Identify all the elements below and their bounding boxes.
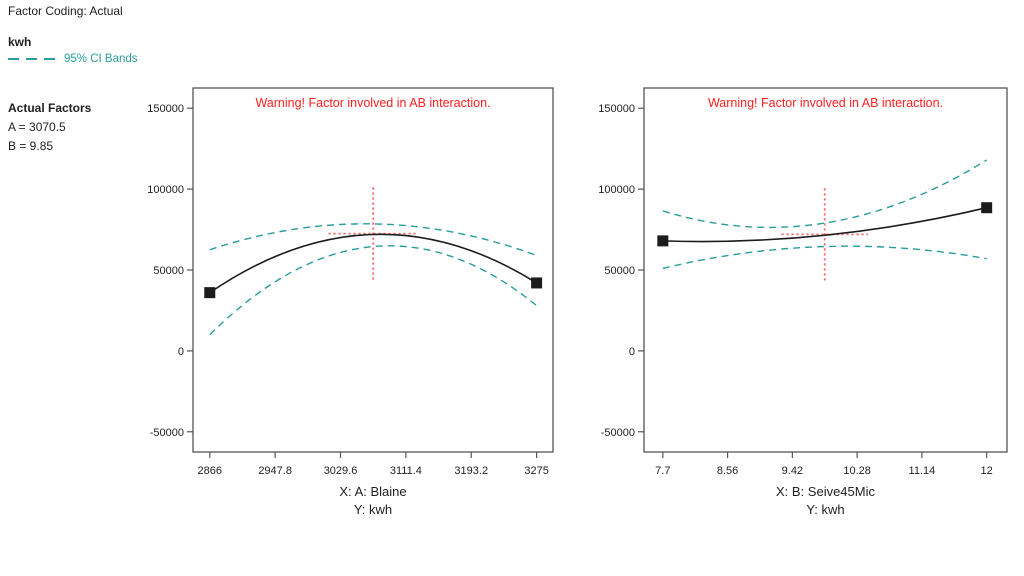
- factor-a-value: A = 3070.5: [8, 120, 66, 134]
- x-tick-label: 7.7: [655, 465, 670, 477]
- factor-coding-label: Factor Coding: Actual: [8, 4, 123, 18]
- design-point: [204, 287, 216, 299]
- one-factor-plot-blaine: 2866 2947.8 3029.6 3111.4 3193.2 3275 150000 10…: [147, 87, 554, 517]
- y-axis-title: Y: kwh: [806, 502, 844, 517]
- design-point: [981, 202, 993, 214]
- response-name: kwh: [8, 35, 32, 49]
- x-axis-title: X: A: Blaine: [339, 484, 406, 499]
- x-tick-label: 9.42: [782, 465, 803, 477]
- x-tick-label: 3029.6: [324, 465, 358, 477]
- y-tick-label: -50000: [601, 427, 635, 439]
- y-tick-label: -50000: [150, 427, 184, 439]
- x-tick-label: 3111.4: [390, 465, 422, 477]
- factor-b-value: B = 9.85: [8, 139, 54, 153]
- design-point: [531, 277, 543, 289]
- x-tick-label: 11.14: [909, 465, 936, 477]
- mean-curve: [662, 206, 987, 243]
- x-tick-label: 2866: [198, 465, 222, 477]
- ci-dash-sample-icon: [26, 58, 37, 60]
- x-tick-label: 3193.2: [454, 465, 488, 477]
- y-tick-label: 50000: [153, 265, 184, 277]
- actual-factors-block: Actual Factors A = 3070.5 B = 9.85: [8, 99, 91, 156]
- x-tick-label: 8.56: [717, 465, 738, 477]
- y-axis-title: Y: kwh: [354, 502, 392, 517]
- mean-curve: [209, 233, 538, 294]
- actual-factors-title: Actual Factors: [8, 101, 92, 115]
- design-point: [657, 235, 669, 247]
- x-tick-label: 3275: [524, 465, 548, 477]
- ci-upper-curve: [209, 223, 537, 257]
- x-axis-title: X: B: Seive45Mic: [776, 484, 875, 499]
- one-factor-plot-seive45mic: 7.7 8.56 9.42 10.28 11.14 12 150000 100000 50000…: [598, 87, 1008, 517]
- ci-bands-legend: 95% CI Bands: [8, 53, 138, 65]
- y-tick-label: 0: [178, 346, 184, 358]
- ci-legend-label: 95% CI Bands: [64, 53, 138, 65]
- x-tick-label: 12: [981, 465, 993, 477]
- ci-dash-sample-icon: [8, 58, 19, 60]
- ci-dash-sample-icon: [44, 58, 55, 60]
- warning-text: Warning! Factor involved in AB interacti…: [255, 96, 490, 110]
- y-tick-label: 100000: [147, 184, 184, 196]
- y-tick-label: 150000: [598, 103, 635, 115]
- y-tick-label: 50000: [604, 265, 635, 277]
- x-tick-label: 2947.8: [258, 465, 292, 477]
- ci-upper-curve: [662, 159, 988, 229]
- ci-lower-curve: [209, 245, 538, 336]
- x-tick-label: 10.28: [843, 465, 871, 477]
- y-tick-label: 100000: [598, 184, 635, 196]
- y-tick-label: 150000: [147, 103, 184, 115]
- warning-text: Warning! Factor involved in AB interacti…: [708, 96, 943, 110]
- y-tick-label: 0: [629, 346, 635, 358]
